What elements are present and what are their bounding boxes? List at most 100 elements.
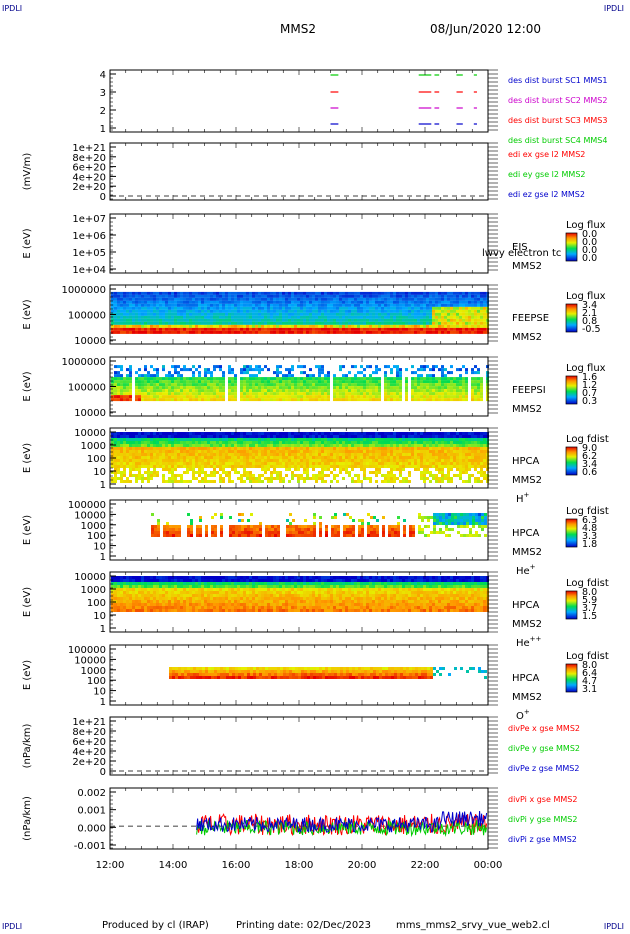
- feepse-cell: [243, 312, 246, 316]
- feepsi-cell: [291, 398, 294, 402]
- feepsi-cell: [378, 377, 381, 381]
- hpca_h-cell: [306, 456, 309, 459]
- feepse-cell: [354, 306, 357, 310]
- hpca_h-cell: [381, 459, 384, 462]
- hpca_h-cell: [165, 432, 168, 435]
- feepse-cell: [357, 315, 360, 319]
- feepsi-cell: [450, 383, 453, 387]
- feepse-cell: [369, 303, 372, 307]
- feepse-cell: [375, 315, 378, 319]
- feepsi-cell: [138, 386, 141, 390]
- hpca_h-cell: [390, 453, 393, 456]
- hpca_h-cell: [150, 465, 153, 468]
- feepse-cell: [471, 303, 474, 307]
- hpca_h-cell: [318, 477, 321, 480]
- hpca_h-cell: [213, 459, 216, 462]
- feepse-cell: [420, 294, 423, 298]
- feepse-cell: [387, 330, 390, 334]
- hpca_h-cell: [243, 432, 246, 435]
- feepse-cell: [228, 309, 231, 313]
- feepse-cell: [408, 321, 411, 325]
- feepsi-cell: [114, 398, 117, 402]
- hpca_h-cell: [408, 435, 411, 438]
- hpca_h-cell: [306, 465, 309, 468]
- feepse-cell: [384, 327, 387, 331]
- hpca_h-cell: [210, 480, 213, 483]
- hpca_h-cell: [162, 450, 165, 453]
- feepsi-cell: [369, 374, 372, 378]
- feepse-cell: [186, 330, 189, 334]
- feepsi-cell: [276, 374, 279, 378]
- hpca_h-cell: [336, 435, 339, 438]
- feepsi-cell: [435, 395, 438, 399]
- feepse-cell: [291, 327, 294, 331]
- hpca_h-cell: [312, 465, 315, 468]
- feepse-cell: [153, 309, 156, 313]
- hpca_h-cell: [318, 471, 321, 474]
- hpca_h-cell: [273, 450, 276, 453]
- feepse-cell: [237, 306, 240, 310]
- feepsi-cell: [303, 398, 306, 402]
- feepse-cell: [231, 327, 234, 331]
- feepse-cell: [165, 303, 168, 307]
- hpca_h-cell: [153, 447, 156, 450]
- feepsi-cell: [201, 386, 204, 390]
- hpca_h-cell: [126, 435, 129, 438]
- feepse-cell: [219, 303, 222, 307]
- hpca_h-cell: [249, 456, 252, 459]
- hpca_h-cell: [231, 438, 234, 441]
- hpca_h-cell: [357, 444, 360, 447]
- hpca_h-cell: [393, 441, 396, 444]
- feepse-cell: [339, 312, 342, 316]
- feepse-cell: [390, 297, 393, 301]
- feepse-cell: [345, 291, 348, 295]
- hpca_h-cell: [393, 432, 396, 435]
- hpca_h-cell: [243, 441, 246, 444]
- feepsi-cell: [426, 374, 429, 378]
- hpca_h-cell: [327, 438, 330, 441]
- hpca_h-cell: [204, 432, 207, 435]
- feepse-cell: [171, 297, 174, 301]
- feepse-cell: [198, 318, 201, 322]
- feepsi-cell: [273, 395, 276, 399]
- feepse-cell: [249, 324, 252, 328]
- hpca_h-cell: [402, 447, 405, 450]
- hpca_h-cell: [180, 480, 183, 483]
- hpca_h-cell: [189, 468, 192, 471]
- hpca_h-cell: [258, 447, 261, 450]
- feepsi-cell: [207, 383, 210, 387]
- feepsi-cell: [336, 392, 339, 396]
- feepse-cell: [462, 321, 465, 325]
- hpca_h-cell: [171, 465, 174, 468]
- feepsi-cell: [153, 377, 156, 381]
- feepsi-cell: [120, 380, 123, 384]
- feepsi-cell: [288, 389, 291, 393]
- feepsi-cell: [405, 380, 408, 384]
- hpca_h-cell: [195, 432, 198, 435]
- feepse-cell: [336, 327, 339, 331]
- hpca_h-cell: [408, 465, 411, 468]
- feepse-cell: [237, 324, 240, 328]
- hpca_h-cell: [186, 444, 189, 447]
- hpca_h-cell: [126, 480, 129, 483]
- feepse-cell: [444, 297, 447, 301]
- hpca_h-cell: [315, 456, 318, 459]
- hpca_h-cell: [399, 441, 402, 444]
- edi-ytick-label: 1e+21: [72, 143, 106, 154]
- hpca_h-cell: [336, 480, 339, 483]
- feepsi-cell: [375, 398, 378, 402]
- hpca_h-cell: [216, 438, 219, 441]
- hpca_h-cell: [201, 435, 204, 438]
- hpca_h-cell: [297, 480, 300, 483]
- feepsi-cell: [198, 380, 201, 384]
- feepse-cell: [309, 297, 312, 301]
- feepse-cell: [117, 297, 120, 301]
- feepse-cell: [429, 315, 432, 319]
- hpca_h-cell: [372, 465, 375, 468]
- feepse-cell: [333, 303, 336, 307]
- feepse-cell: [342, 318, 345, 322]
- hpca_h-cell: [339, 471, 342, 474]
- feepse-cell: [207, 312, 210, 316]
- feepsi-cell: [357, 395, 360, 399]
- feepsi-cell: [357, 389, 360, 393]
